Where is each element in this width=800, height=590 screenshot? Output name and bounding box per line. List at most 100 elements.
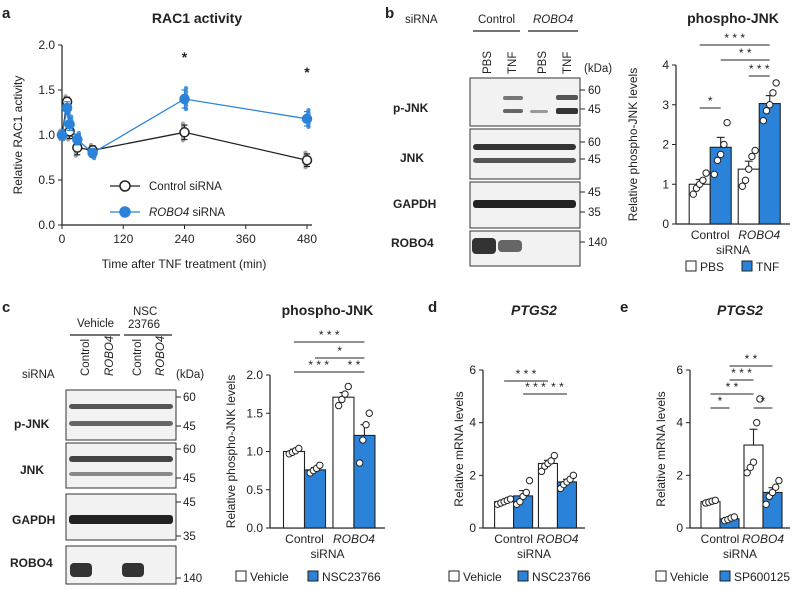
chart-a-x-tick-label: 120 <box>113 232 133 246</box>
chart-b-data-point <box>713 156 722 165</box>
chart-b-data-point <box>702 169 710 177</box>
chart-d-significance-stars: * * * <box>525 380 546 394</box>
chart-d-ptgs2: PTGS2 Relative mRNA levels 0 2 4 6 Control ROBO… <box>448 302 591 584</box>
chart-d-data-point <box>516 497 524 506</box>
chart-b-data-point <box>766 101 774 109</box>
blot-b-robo4-marker-140: 140 <box>588 237 607 249</box>
blot-c-gapdh-marker-35: 35 <box>183 531 196 543</box>
chart-c-y-tick-label: 2.0 <box>246 368 263 382</box>
chart-e-legend-label-vehicle: Vehicle <box>670 570 709 584</box>
chart-b-phospho-jnk: phospho-JNK Relative phospho-JNK levels 0 1… <box>626 10 790 274</box>
chart-b-significance-stars: * * * <box>724 31 745 45</box>
chart-e-data-point <box>711 496 719 505</box>
blot-c-robo4-band <box>122 563 144 577</box>
chart-d-title: PTGS2 <box>511 302 557 318</box>
chart-e-legend-swatch-sp600125 <box>719 570 731 582</box>
chart-a-title: RAC1 activity <box>152 10 242 26</box>
blot-b-kda: (kDa) <box>584 63 612 75</box>
chart-e-significance-stars: * * <box>726 380 739 394</box>
blot-b-lane-3: PBS <box>537 51 549 74</box>
chart-e-ptgs2: PTGS2 Relative mRNA levels 0 2 4 6 Control ROBO… <box>654 302 790 584</box>
chart-b-significance-stars: * * <box>739 46 752 60</box>
blot-b-gapdh-band <box>473 200 576 208</box>
chart-c-significance-stars: * * * <box>308 358 329 372</box>
chart-b-xlabel: siRNA <box>716 243 750 257</box>
blot-c-lane-3: Control <box>132 339 144 376</box>
chart-e-significance-stars: * <box>718 394 723 408</box>
blot-c-lane-1: Control <box>80 339 92 376</box>
chart-d-legend-label-nsc23766: NSC23766 <box>532 570 591 584</box>
blot-c-pjnk-marker-45: 45 <box>183 421 196 433</box>
chart-d-significance-stars: * * * <box>516 367 537 381</box>
chart-d-ylabel: Relative mRNA levels <box>452 391 466 506</box>
chart-b-data-point <box>751 146 759 155</box>
chart-b-data-point <box>720 140 728 149</box>
chart-c-title: phospho-JNK <box>282 302 374 318</box>
blot-c-robo4-marker-140: 140 <box>183 573 202 585</box>
blot-b-jnk-marker-60: 60 <box>588 137 601 149</box>
chart-b-legend-swatch-pbs <box>685 260 697 272</box>
chart-c-legend-label-nsc23766: NSC23766 <box>322 570 381 584</box>
legend-control-label: Control siRNA <box>149 181 222 193</box>
blot-b-pjnk-band <box>556 95 578 100</box>
chart-c-data-point <box>334 401 343 410</box>
chart-e-significance-stars: * * * <box>731 366 752 380</box>
chart-c-phospho-jnk: phospho-JNK Relative phospho-JNK levels 0.… <box>224 302 385 584</box>
blot-c-jnk-band <box>69 472 173 476</box>
chart-b-title: phospho-JNK <box>687 10 779 26</box>
chart-b-legend-swatch-tnf <box>741 260 753 272</box>
chart-c-data-point <box>359 436 367 444</box>
chart-c-data-point <box>344 382 352 391</box>
chart-c-legend-swatch-vehicle <box>235 570 247 582</box>
chart-a-marks: ** <box>56 49 313 170</box>
chart-d-data-point <box>522 488 530 497</box>
chart-a-y-tick-label: 0.5 <box>38 173 55 187</box>
blot-c-pjnk-band <box>69 421 173 426</box>
blot-c-jnk-marker-45: 45 <box>183 473 196 485</box>
chart-c-bar-nsc23766-robo4 <box>353 434 376 529</box>
blot-b-robo4-band <box>472 238 496 254</box>
chart-b-significance-stars: * <box>708 94 713 108</box>
chart-b-data-point <box>717 150 725 159</box>
chart-d-data-point <box>506 495 515 503</box>
chart-b-y-tick-label: 4 <box>662 58 669 72</box>
chart-a-point <box>61 102 73 114</box>
chart-b-data-point <box>710 170 718 179</box>
panel-label-e: e <box>620 299 628 316</box>
chart-c-significance-stars: * <box>337 344 342 358</box>
chart-a-x-tick-label: 480 <box>297 232 317 246</box>
blot-b-lane-2: TNF <box>507 52 519 74</box>
blot-c-jnk-membrane <box>65 442 177 489</box>
chart-c-legend-swatch-nsc23766 <box>307 570 319 582</box>
blot-b-pjnk-marker-45: 45 <box>588 104 601 116</box>
chart-e-y-tick-label: 2 <box>676 468 683 482</box>
chart-d-category-label: ROBO4 <box>536 532 578 546</box>
chart-c-y-tick-label: 1.0 <box>246 445 263 459</box>
chart-d-data-point <box>547 457 555 465</box>
blot-b-pjnk-membrane <box>469 77 581 127</box>
blot-c-lane-2: ROBO4 <box>104 336 116 376</box>
blot-b-pjnk-band <box>530 110 548 113</box>
chart-a-x-tick-label: 0 <box>59 232 66 246</box>
chart-d-legend-label-vehicle: Vehicle <box>463 570 502 584</box>
blot-b-control-label: Control <box>478 14 515 26</box>
legend-control-marker <box>119 180 131 192</box>
blot-c-jnk-marker-60: 60 <box>183 444 196 456</box>
chart-e-y-tick-label: 0 <box>676 521 683 535</box>
chart-d-category-label: Control <box>494 532 533 546</box>
blot-b-jnk-marker-45: 45 <box>588 154 601 166</box>
chart-e-data-point <box>756 395 764 403</box>
blot-c-gapdh-marker-45: 45 <box>183 497 196 509</box>
chart-a-significance: * <box>182 49 188 65</box>
chart-d-legend-swatch-nsc23766 <box>517 570 529 582</box>
blot-b-lane-4: TNF <box>562 52 574 74</box>
chart-e-data-point <box>743 469 751 477</box>
chart-e-category-label: Control <box>701 532 740 546</box>
chart-b-data-point <box>723 118 731 127</box>
blot-b-row-label-pjnk: p-JNK <box>393 101 429 115</box>
blot-b-jnk-band <box>473 158 576 163</box>
chart-c-category-label: ROBO4 <box>333 532 375 546</box>
chart-c-y-tick-label: 0.5 <box>246 483 263 497</box>
chart-a-point <box>56 129 68 141</box>
